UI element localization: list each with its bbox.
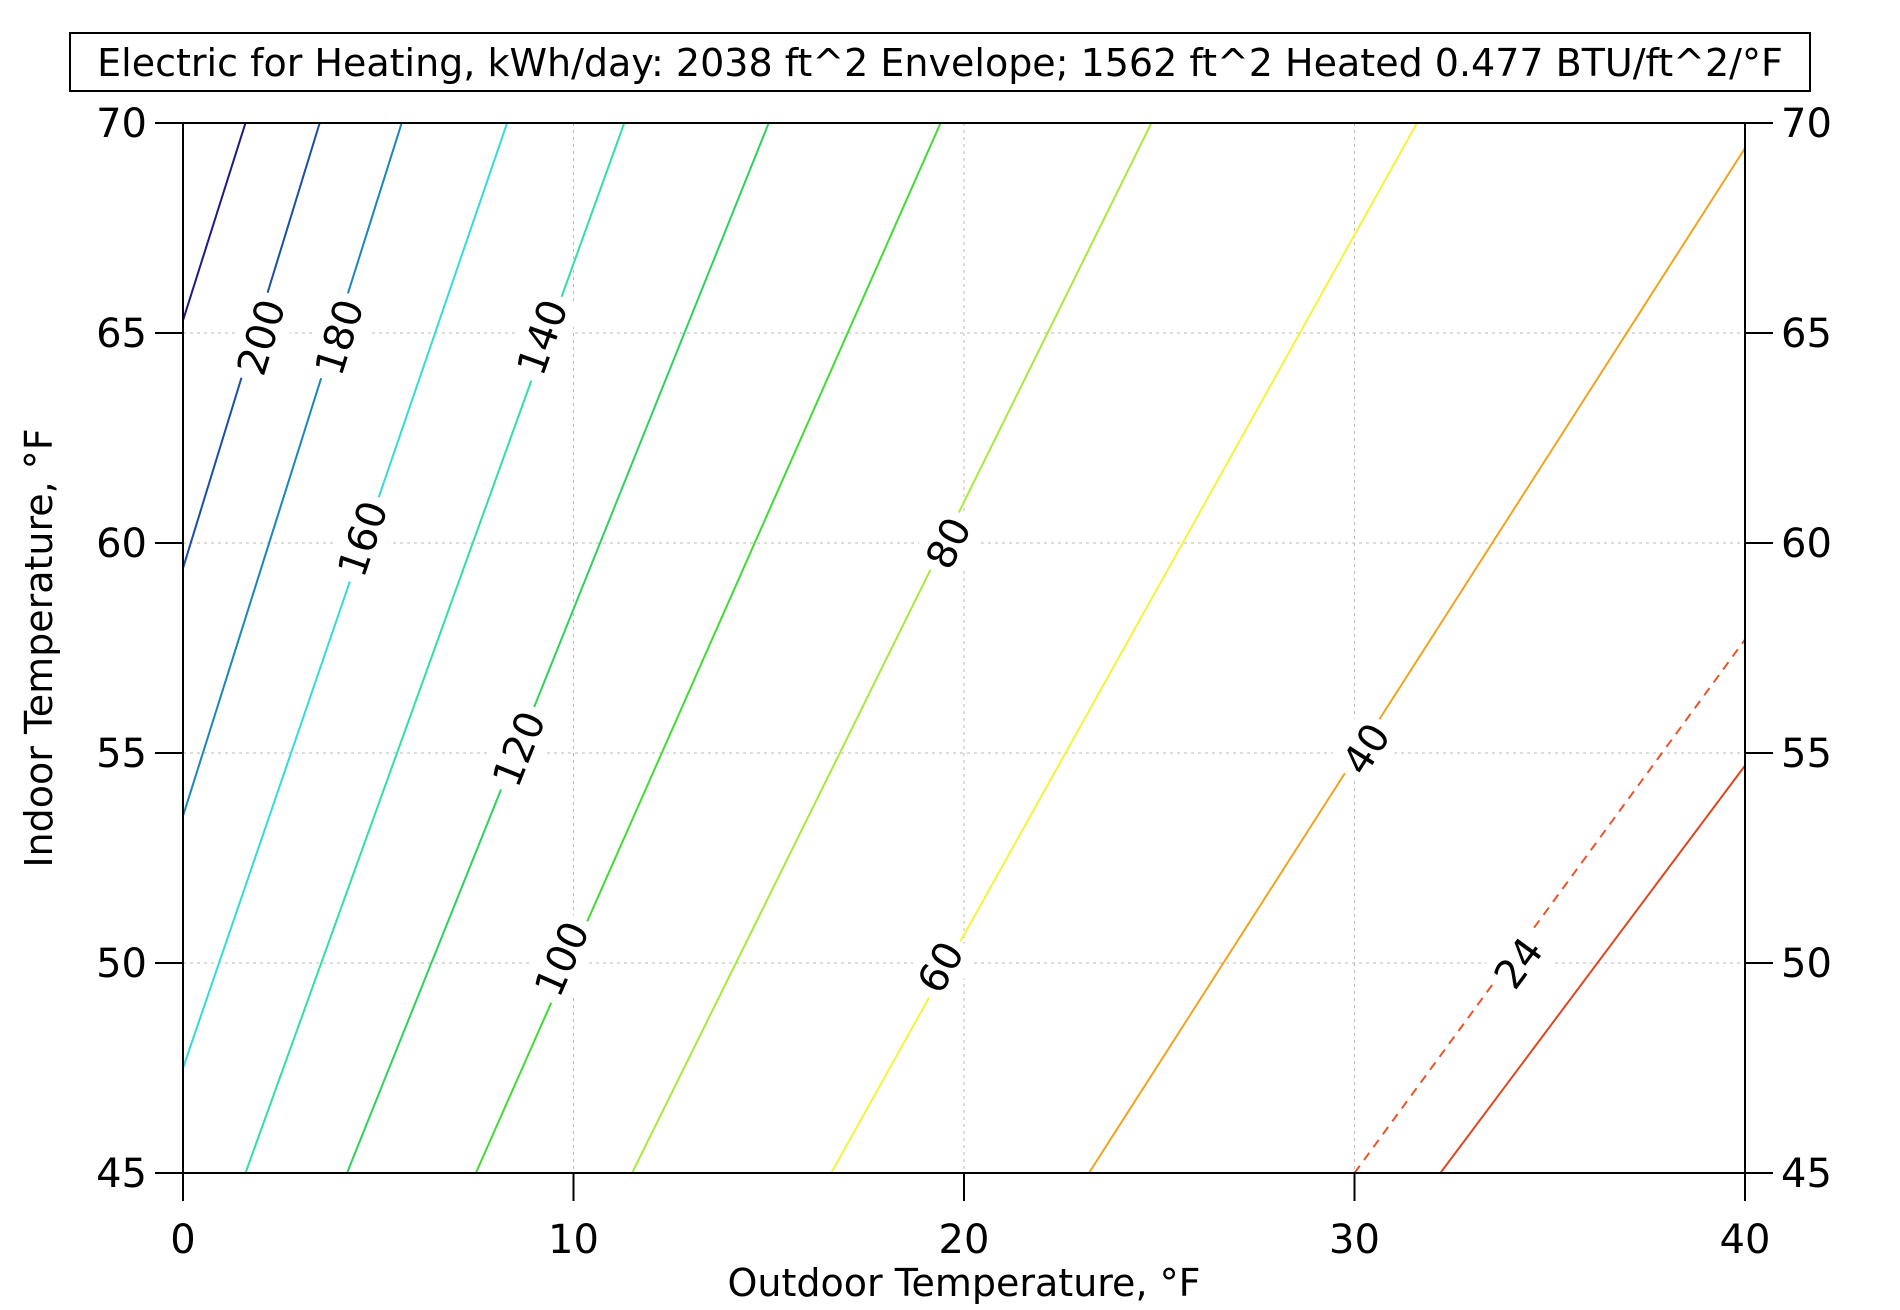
y-axis-label: Indoor Temperature, °F bbox=[17, 428, 61, 867]
y-tick-label-left-60: 60 bbox=[96, 521, 147, 567]
contour-label-text-24: 24 bbox=[1486, 929, 1553, 997]
y-tick-label-right-60: 60 bbox=[1781, 521, 1832, 567]
contour-line-180 bbox=[182, 122, 403, 817]
contour-label-60: 60 bbox=[902, 926, 979, 1008]
contour-label-200: 200 bbox=[223, 287, 300, 388]
x-tick-label-10: 10 bbox=[548, 1217, 599, 1263]
x-tick-label-20: 20 bbox=[939, 1217, 990, 1263]
contour-label-80: 80 bbox=[910, 502, 986, 584]
contour-label-bg-140 bbox=[502, 286, 582, 388]
title-box bbox=[69, 32, 1811, 92]
x-tick-label-30: 30 bbox=[1329, 1217, 1380, 1263]
y-tick-label-left-70: 70 bbox=[96, 101, 147, 147]
contour-line-140 bbox=[244, 122, 626, 1174]
y-tick-label-left-55: 55 bbox=[96, 731, 147, 777]
chart-title: Electric for Heating, kWh/day: 2038 ft^2… bbox=[69, 32, 1811, 92]
y-tick-label-right-55: 55 bbox=[1781, 731, 1832, 777]
contour-label-text-160: 160 bbox=[329, 496, 397, 583]
contour-label-bg-80 bbox=[910, 502, 986, 584]
y-tick-label-right-50: 50 bbox=[1781, 941, 1832, 987]
contour-label-bg-24 bbox=[1478, 921, 1559, 1005]
y-tick-label-right-45: 45 bbox=[1781, 1151, 1832, 1197]
contour-line-40 bbox=[1088, 147, 1746, 1174]
x-tick-label-0: 0 bbox=[170, 1217, 195, 1263]
y-tick-label-left-45: 45 bbox=[96, 1151, 147, 1197]
contour-label-bg-120 bbox=[478, 697, 560, 800]
contour-label-text-180: 180 bbox=[307, 294, 374, 381]
contour-label-140: 140 bbox=[502, 286, 582, 388]
contour-label-24: 24 bbox=[1478, 921, 1559, 1005]
contour-label-bg-60 bbox=[902, 926, 979, 1008]
y-tick-label-right-65: 65 bbox=[1781, 311, 1832, 357]
contour-label-180: 180 bbox=[301, 286, 378, 388]
contour-line-120 bbox=[346, 122, 770, 1174]
y-tick-label-left-50: 50 bbox=[96, 941, 147, 987]
x-axis-label: Outdoor Temperature, °F bbox=[728, 1261, 1201, 1305]
contour-label-40: 40 bbox=[1327, 707, 1406, 790]
contour-label-text-140: 140 bbox=[509, 294, 578, 381]
contour-label-bg-200 bbox=[223, 287, 300, 388]
contour-label-bg-180 bbox=[301, 286, 378, 388]
contour-label-100: 100 bbox=[520, 907, 604, 1011]
contour-line-160 bbox=[182, 122, 509, 1069]
y-tick-label-right-70: 70 bbox=[1781, 101, 1832, 147]
contour-line-20 bbox=[1439, 765, 1746, 1174]
contour-label-bg-40 bbox=[1327, 707, 1406, 790]
contour-line-60 bbox=[830, 122, 1418, 1174]
contour-label-bg-100 bbox=[520, 907, 604, 1011]
contour-label-160: 160 bbox=[323, 488, 402, 590]
contour-label-bg-160 bbox=[323, 488, 402, 590]
contour-line-24 bbox=[1353, 639, 1746, 1174]
contour-label-120: 120 bbox=[478, 697, 560, 800]
contour-label-text-200: 200 bbox=[229, 294, 295, 380]
y-tick-label-left-65: 65 bbox=[96, 311, 147, 357]
contour-line-80 bbox=[631, 122, 1153, 1174]
contour-line-220 bbox=[182, 122, 247, 321]
title-text: Electric for Heating, kWh/day: 2038 ft^2… bbox=[97, 41, 1783, 85]
x-tick-label-40: 40 bbox=[1720, 1217, 1771, 1263]
contour-line-100 bbox=[474, 122, 942, 1174]
grid-lines bbox=[182, 122, 1746, 1174]
contour-lines bbox=[182, 122, 1746, 1174]
